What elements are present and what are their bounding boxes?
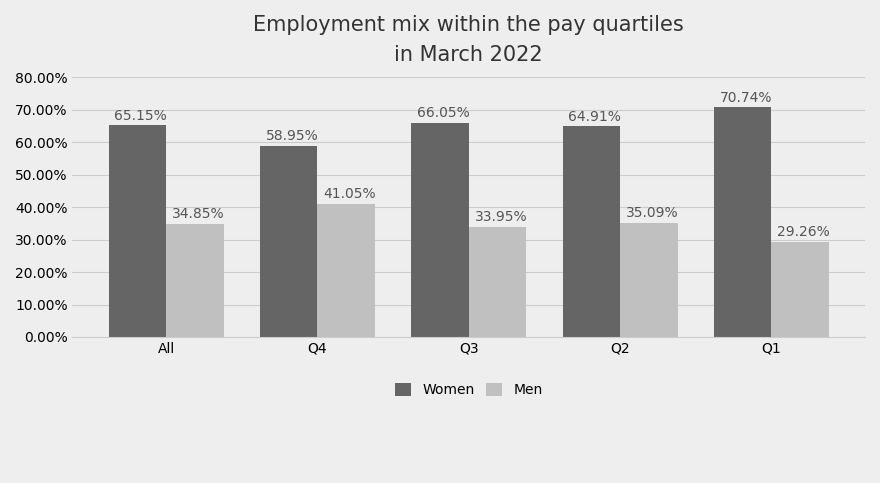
Text: 29.26%: 29.26% — [777, 226, 830, 240]
Text: 70.74%: 70.74% — [720, 91, 772, 105]
Bar — [772, 242, 829, 337]
Bar — [714, 107, 772, 337]
Text: 66.05%: 66.05% — [417, 106, 470, 120]
Bar — [562, 126, 620, 337]
Bar — [166, 224, 224, 337]
Bar — [318, 204, 375, 337]
Text: 41.05%: 41.05% — [323, 187, 376, 201]
Title: Employment mix within the pay quartiles
in March 2022: Employment mix within the pay quartiles … — [253, 15, 684, 65]
Text: 65.15%: 65.15% — [114, 109, 167, 123]
Text: 33.95%: 33.95% — [474, 210, 527, 224]
Text: 34.85%: 34.85% — [172, 207, 224, 221]
Bar — [469, 227, 526, 337]
Bar — [260, 145, 318, 337]
Bar — [620, 223, 678, 337]
Text: 35.09%: 35.09% — [626, 206, 678, 220]
Text: 64.91%: 64.91% — [568, 110, 621, 124]
Bar — [108, 126, 166, 337]
Text: 58.95%: 58.95% — [266, 129, 319, 143]
Bar — [411, 123, 469, 337]
Legend: Women, Men: Women, Men — [389, 378, 548, 403]
